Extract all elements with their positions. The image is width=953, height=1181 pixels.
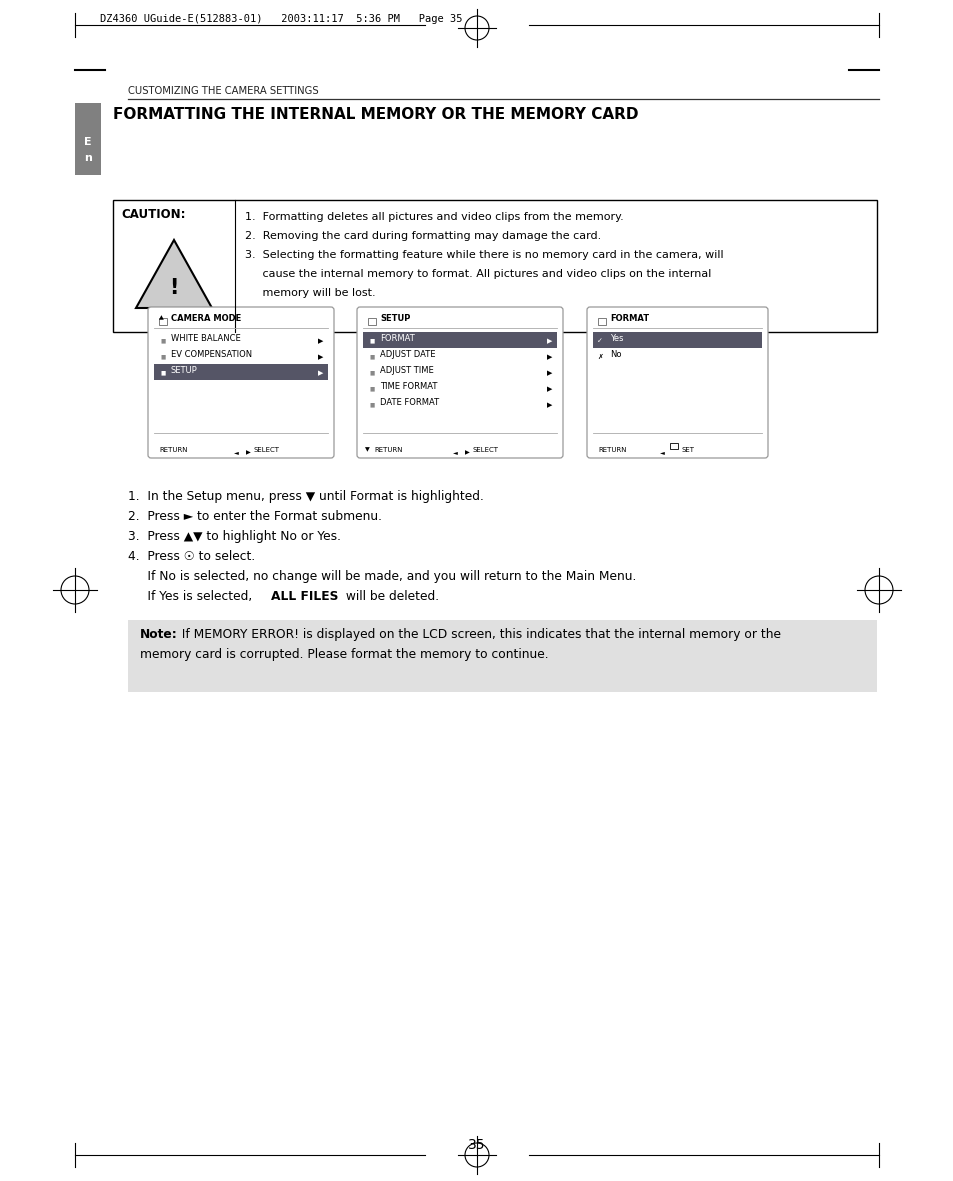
Text: ◄: ◄ [659, 450, 663, 455]
Text: 35: 35 [468, 1138, 485, 1151]
Text: Note:: Note: [140, 628, 177, 641]
Text: SET: SET [681, 446, 695, 454]
Text: CAMERA MODE: CAMERA MODE [171, 314, 241, 322]
Text: will be deleted.: will be deleted. [341, 590, 438, 603]
Text: If No is selected, no change will be made, and you will return to the Main Menu.: If No is selected, no change will be mad… [128, 570, 636, 583]
Text: ▶: ▶ [464, 450, 469, 455]
Text: 3.  Selecting the formatting feature while there is no memory card in the camera: 3. Selecting the formatting feature whil… [245, 250, 723, 260]
Text: Yes: Yes [609, 334, 623, 342]
Text: ✓: ✓ [597, 338, 602, 344]
Text: E: E [84, 137, 91, 146]
Text: cause the internal memory to format. All pictures and video clips on the interna: cause the internal memory to format. All… [245, 269, 711, 279]
Text: FORMATTING THE INTERNAL MEMORY OR THE MEMORY CARD: FORMATTING THE INTERNAL MEMORY OR THE ME… [112, 107, 638, 122]
Bar [112, 200, 876, 332]
Bar [598, 318, 605, 325]
Text: 2.  Removing the card during formatting may damage the card.: 2. Removing the card during formatting m… [245, 231, 600, 241]
Text: ADJUST TIME: ADJUST TIME [379, 366, 434, 376]
Text: ◄: ◄ [233, 450, 238, 455]
Text: If Yes is selected,: If Yes is selected, [128, 590, 255, 603]
Text: ▲: ▲ [159, 315, 164, 320]
Text: 1.  Formatting deletes all pictures and video clips from the memory.: 1. Formatting deletes all pictures and v… [245, 213, 623, 222]
Text: ■: ■ [369, 403, 375, 407]
FancyBboxPatch shape [356, 307, 562, 458]
Text: ▶: ▶ [318, 338, 323, 344]
Text: RETURN: RETURN [374, 446, 402, 454]
Bar [669, 443, 678, 449]
Text: SETUP: SETUP [379, 314, 410, 322]
Text: memory will be lost.: memory will be lost. [245, 288, 375, 298]
Text: ADJUST DATE: ADJUST DATE [379, 350, 435, 359]
Text: ▶: ▶ [547, 370, 552, 376]
Bar [153, 364, 328, 380]
Text: EV COMPENSATION: EV COMPENSATION [171, 350, 252, 359]
Text: 3.  Press ▲▼ to highlight No or Yes.: 3. Press ▲▼ to highlight No or Yes. [128, 530, 340, 543]
Text: DZ4360 UGuide-E(512883-01)   2003:11:17  5:36 PM   Page 35: DZ4360 UGuide-E(512883-01) 2003:11:17 5:… [100, 14, 462, 24]
Text: ▶: ▶ [547, 338, 552, 344]
Text: ▶: ▶ [318, 354, 323, 360]
Text: ■: ■ [160, 354, 166, 359]
Text: FORMAT: FORMAT [379, 334, 415, 342]
Text: ■: ■ [160, 371, 166, 376]
Text: 4.  Press ☉ to select.: 4. Press ☉ to select. [128, 550, 255, 563]
Text: ▶: ▶ [547, 386, 552, 392]
Text: ■: ■ [369, 339, 375, 344]
Text: ■: ■ [369, 371, 375, 376]
Text: CUSTOMIZING THE CAMERA SETTINGS: CUSTOMIZING THE CAMERA SETTINGS [128, 86, 318, 96]
Bar [128, 620, 876, 692]
Text: ▶: ▶ [318, 370, 323, 376]
Text: ■: ■ [369, 386, 375, 391]
Text: RETURN: RETURN [159, 446, 188, 454]
Text: SELECT: SELECT [253, 446, 280, 454]
Text: SELECT: SELECT [473, 446, 498, 454]
Bar [75, 103, 101, 175]
Text: ◄: ◄ [452, 450, 456, 455]
Text: ✗: ✗ [597, 354, 602, 360]
FancyBboxPatch shape [586, 307, 767, 458]
Text: DATE FORMAT: DATE FORMAT [379, 398, 438, 407]
Text: TIME FORMAT: TIME FORMAT [379, 381, 436, 391]
Text: ▶: ▶ [547, 402, 552, 407]
Text: !: ! [169, 278, 178, 298]
Text: If MEMORY ERROR! is displayed on the LCD screen, this indicates that the interna: If MEMORY ERROR! is displayed on the LCD… [173, 628, 781, 641]
Text: ▼: ▼ [365, 446, 370, 452]
Bar [363, 332, 557, 348]
Text: SETUP: SETUP [171, 366, 197, 376]
Bar [368, 318, 375, 325]
Polygon shape [136, 240, 212, 308]
Text: ■: ■ [160, 339, 166, 344]
Text: n: n [84, 154, 91, 163]
Text: RETURN: RETURN [598, 446, 626, 454]
Text: ▶: ▶ [547, 354, 552, 360]
Text: 1.  In the Setup menu, press ▼ until Format is highlighted.: 1. In the Setup menu, press ▼ until Form… [128, 490, 483, 503]
Text: CAUTION:: CAUTION: [121, 208, 185, 221]
Text: memory card is corrupted. Please format the memory to continue.: memory card is corrupted. Please format … [140, 648, 548, 661]
Text: FORMAT: FORMAT [609, 314, 648, 322]
Text: WHITE BALANCE: WHITE BALANCE [171, 334, 240, 342]
Bar [593, 332, 761, 348]
FancyBboxPatch shape [148, 307, 334, 458]
Bar [159, 318, 167, 325]
Text: ▶: ▶ [245, 450, 250, 455]
Text: ALL FILES: ALL FILES [271, 590, 338, 603]
Text: No: No [609, 350, 620, 359]
Text: 2.  Press ► to enter the Format submenu.: 2. Press ► to enter the Format submenu. [128, 510, 381, 523]
Text: ■: ■ [369, 354, 375, 359]
